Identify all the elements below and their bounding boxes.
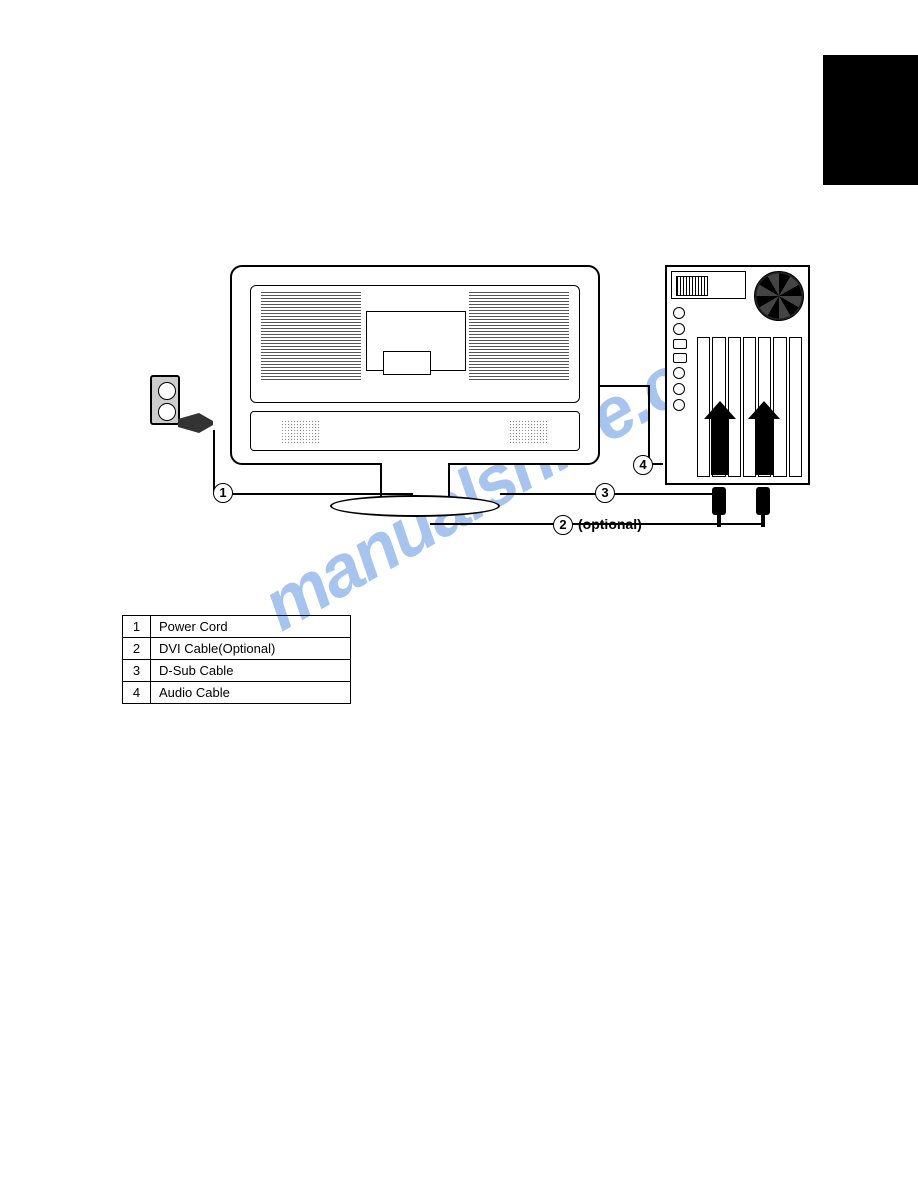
audio-jack-icon (673, 383, 685, 395)
power-cable-line (213, 493, 413, 495)
callout-3: 3 (595, 483, 615, 503)
audio-jack-icon (673, 399, 685, 411)
speaker-grille-left (281, 420, 321, 444)
cable-number: 4 (123, 682, 151, 704)
callout-2: 2 (553, 515, 573, 535)
monitor-port-panel (250, 411, 580, 451)
cable-label: Audio Cable (151, 682, 351, 704)
cooling-fan-icon (754, 271, 804, 321)
pc-tower-rear (665, 265, 810, 485)
usb-port-icon (673, 339, 687, 349)
vent-grille-left (261, 292, 361, 382)
pci-slot (789, 337, 802, 477)
cable-label: DVI Cable(Optional) (151, 638, 351, 660)
page-edge-tab (823, 55, 918, 185)
ps2-port-icon (673, 323, 685, 335)
dsub-cable-line (718, 493, 720, 523)
table-row: 2 DVI Cable(Optional) (123, 638, 351, 660)
power-supply-unit (671, 271, 746, 299)
vga-arrow-icon (711, 415, 729, 475)
audio-jack-icon (673, 367, 685, 379)
io-panel (673, 307, 693, 407)
wall-outlet-icon (150, 375, 180, 425)
optional-label: (optional) (578, 516, 642, 532)
callout-4: 4 (633, 455, 653, 475)
table-row: 1 Power Cord (123, 616, 351, 638)
monitor-back-panel (250, 285, 580, 403)
dvi-arrow-icon (755, 415, 773, 475)
connection-diagram: manualshive.com (150, 265, 810, 555)
cable-label: Power Cord (151, 616, 351, 638)
table-row: 4 Audio Cable (123, 682, 351, 704)
audio-cable-line (648, 385, 650, 465)
monitor-rear-view (230, 265, 600, 465)
callout-1: 1 (213, 483, 233, 503)
cable-label: D-Sub Cable (151, 660, 351, 682)
cable-number: 2 (123, 638, 151, 660)
vent-grille-right (469, 292, 569, 382)
audio-cable-line (600, 385, 650, 387)
cable-legend-table: 1 Power Cord 2 DVI Cable(Optional) 3 D-S… (122, 615, 351, 704)
ps2-port-icon (673, 307, 685, 319)
usb-port-icon (673, 353, 687, 363)
speaker-grille-right (509, 420, 549, 444)
power-plug-icon (178, 413, 213, 433)
rating-label (383, 351, 431, 375)
monitor-stand-base (330, 495, 500, 517)
dvi-cable-line (763, 493, 765, 525)
cable-number: 1 (123, 616, 151, 638)
cable-number: 3 (123, 660, 151, 682)
table-row: 3 D-Sub Cable (123, 660, 351, 682)
